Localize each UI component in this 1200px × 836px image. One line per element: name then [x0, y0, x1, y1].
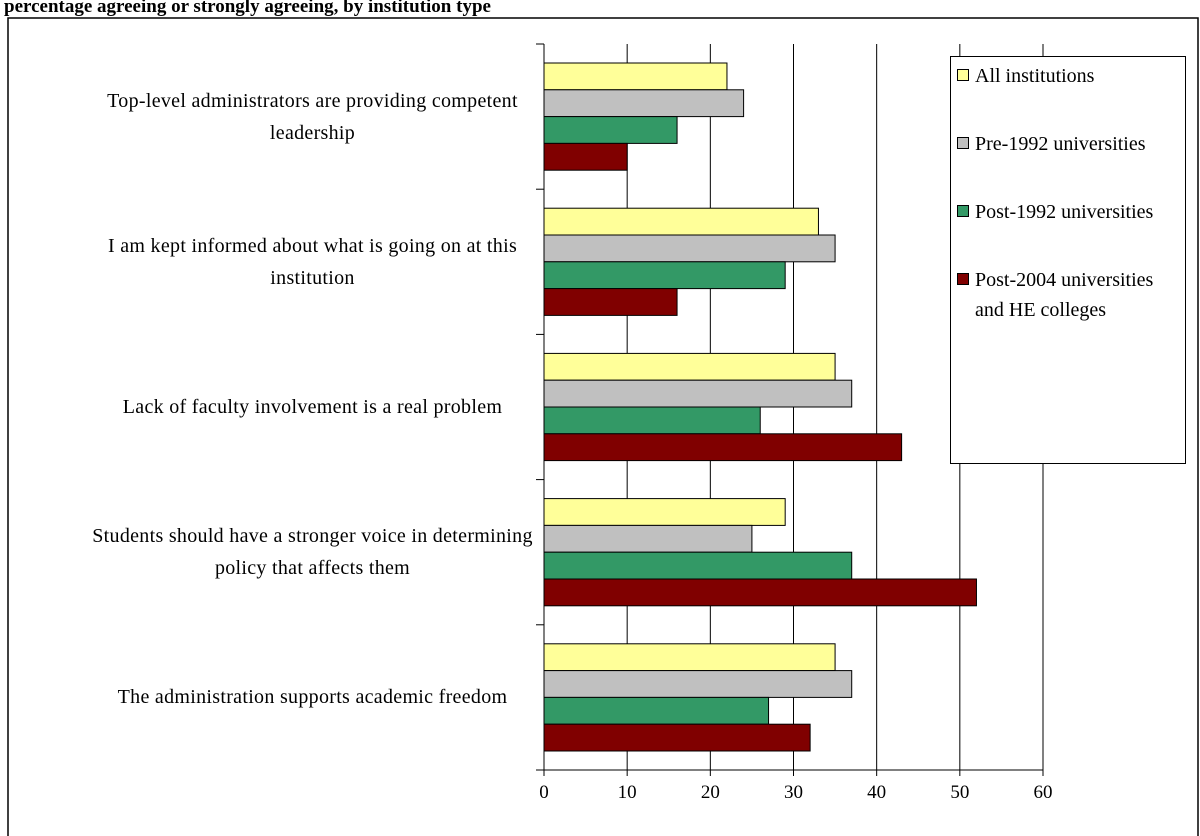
category-label: Top-level administrators are providing c… — [107, 89, 518, 144]
legend-item: Post-2004 universities and HE colleges — [957, 265, 1185, 325]
x-tick-label: 0 — [539, 782, 549, 803]
x-tick-label: 20 — [701, 782, 720, 803]
category-label: Students should have a stronger voice in… — [92, 525, 533, 580]
bar — [543, 352, 836, 381]
bar — [543, 207, 819, 236]
bar — [543, 551, 853, 580]
category-label: The administration supports academic fre… — [117, 686, 508, 709]
bar — [543, 379, 853, 408]
legend-swatch — [957, 273, 969, 285]
legend-swatch — [957, 205, 969, 217]
legend-item: All institutions — [957, 61, 1185, 91]
x-tick-label: 40 — [867, 782, 886, 803]
x-tick-label: 30 — [784, 782, 803, 803]
bar — [543, 433, 903, 462]
bar — [543, 524, 753, 553]
legend-item: Post-1992 universities — [957, 197, 1185, 227]
bar — [543, 62, 728, 91]
bar — [543, 89, 745, 118]
bar — [543, 578, 977, 607]
legend-item: Pre-1992 universities — [957, 129, 1185, 159]
x-tick-label: 60 — [1034, 782, 1053, 803]
category-label: Lack of faculty involvement is a real pr… — [122, 396, 503, 418]
bar — [543, 723, 811, 752]
legend-swatch — [957, 69, 969, 81]
legend-label: Post-2004 universities and HE colleges — [975, 269, 1154, 321]
legend-label: Pre-1992 universities — [975, 133, 1146, 155]
bar — [543, 234, 836, 263]
legend-label: All institutions — [975, 65, 1095, 87]
bar — [543, 643, 836, 672]
legend-swatch — [957, 137, 969, 149]
bar — [543, 670, 853, 698]
chart-title: percentage agreeing or strongly agreeing… — [4, 0, 491, 17]
legend: All institutions Pre-1992 universities Pos… — [950, 56, 1186, 464]
x-tick-label: 10 — [618, 782, 637, 803]
category-label: I am kept informed about what is going o… — [107, 234, 518, 289]
bar — [543, 288, 678, 316]
legend-label: Post-1992 universities — [975, 201, 1154, 223]
bar — [543, 696, 770, 725]
bar — [543, 406, 761, 435]
x-tick-label: 50 — [950, 782, 969, 803]
bar — [543, 498, 786, 526]
bar — [543, 116, 678, 144]
bar — [543, 142, 628, 171]
bar — [543, 261, 786, 290]
